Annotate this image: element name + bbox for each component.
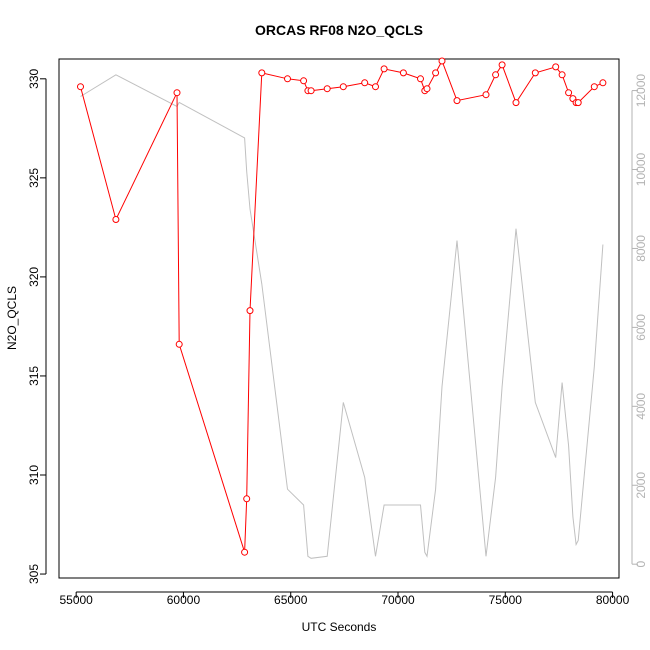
y-tick-label: 330 [27, 68, 41, 88]
n2o-point [175, 340, 183, 348]
n2o-point [531, 69, 539, 77]
plot-frame [58, 58, 620, 579]
n2o-point [492, 71, 500, 79]
n2o-point [173, 89, 181, 97]
x-tick-label: 65000 [274, 593, 308, 607]
x-tick-label: 75000 [489, 593, 523, 607]
y2-tick-label: 10000 [634, 152, 648, 186]
n2o-point [323, 85, 331, 93]
n2o-point [438, 57, 446, 65]
n2o-point [258, 69, 266, 77]
n2o-point [432, 69, 440, 77]
n2o-point [300, 77, 308, 85]
y-tick-label: 320 [27, 267, 41, 287]
n2o-point [77, 83, 84, 91]
y2-tick-label: 4000 [634, 393, 648, 420]
n2o-point [380, 65, 388, 73]
altitude-line [80, 74, 604, 559]
y2-tick-label: 2000 [634, 472, 648, 499]
chart-title: ORCAS RF08 N2O_QCLS [255, 22, 423, 38]
y-tick-label: 315 [27, 366, 41, 386]
n2o-point [112, 216, 120, 223]
n2o-point [512, 99, 520, 107]
x-tick-label: 80000 [596, 593, 630, 607]
n2o-point [590, 83, 598, 91]
y-tick-label: 305 [27, 564, 41, 584]
y2-tick-label: 6000 [634, 314, 648, 341]
y-axis-label: N2O_QCLS [5, 286, 19, 350]
y2-tick-label: 0 [634, 561, 648, 568]
n2o-point [574, 99, 582, 107]
x-tick-label: 70000 [381, 593, 415, 607]
y-tick-label: 310 [27, 465, 41, 485]
n2o-point [552, 63, 560, 71]
n2o-point [453, 97, 461, 105]
n2o-point [243, 495, 251, 503]
y2-tick-label: 8000 [634, 235, 648, 262]
x-tick-label: 60000 [167, 593, 201, 607]
x-tick-label: 55000 [59, 593, 93, 607]
n2o-point [339, 83, 347, 91]
n2o-point [599, 79, 607, 87]
n2o-point [241, 548, 249, 556]
n2o-point [372, 83, 379, 91]
n2o-point [498, 61, 506, 69]
n2o-point [399, 69, 407, 77]
n2o-point [423, 85, 431, 93]
n2o-point [482, 91, 490, 99]
n2o-point [284, 75, 291, 83]
n2o-point [558, 71, 566, 79]
y-tick-label: 325 [27, 168, 41, 188]
x-axis-label: UTC Seconds [302, 620, 377, 634]
n2o-point [307, 87, 315, 95]
n2o-point [565, 89, 573, 97]
n2o-point [417, 75, 424, 83]
plot-area: 55000 60000 65000 70000 75000 800003053103153… [27, 57, 648, 607]
n2o-point [246, 307, 254, 315]
y2-tick-label: 12000 [634, 74, 648, 108]
n2o-point [361, 79, 369, 87]
